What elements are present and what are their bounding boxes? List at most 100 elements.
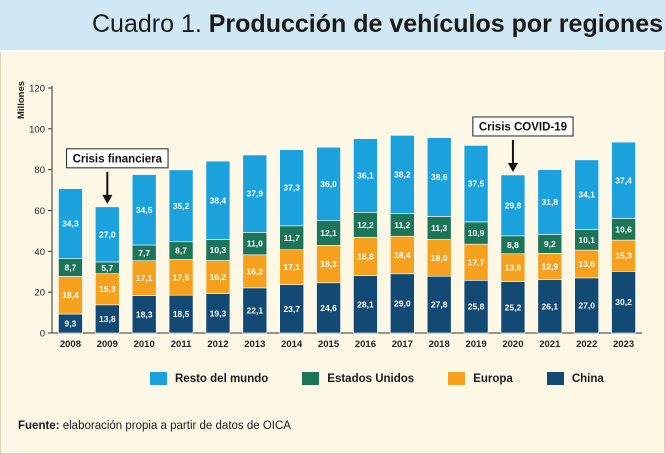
x-tick-label: 2014 xyxy=(281,339,303,350)
bar-segment-china xyxy=(205,293,231,334)
bar-segment-resto xyxy=(168,169,194,243)
bar-segment-resto xyxy=(500,174,526,237)
segment-value-label: 23,7 xyxy=(283,304,300,314)
annotation-box xyxy=(472,116,574,137)
x-tick-label: 2010 xyxy=(134,339,155,350)
segment-value-label: 18,3 xyxy=(320,259,337,269)
bar-segment-china xyxy=(242,287,268,334)
x-tick-label: 2017 xyxy=(392,339,413,350)
legend-swatch-china xyxy=(546,372,564,385)
segment-value-label: 36,0 xyxy=(320,179,337,189)
bar-segment-europa xyxy=(353,236,378,276)
segment-value-label: 29,0 xyxy=(394,298,411,308)
annotation-arrow-head xyxy=(102,194,113,204)
bar-segment-china xyxy=(95,304,120,334)
bar-segment-resto xyxy=(242,154,268,233)
segment-value-label: 7,7 xyxy=(138,248,150,258)
segment-value-label: 9,3 xyxy=(65,319,77,329)
bar-segment-resto xyxy=(353,138,378,213)
segment-value-label: 18,0 xyxy=(431,253,448,263)
legend-label: Estados Unidos xyxy=(327,372,415,385)
bar-segment-europa xyxy=(168,259,194,296)
bar-segment-europa xyxy=(500,253,526,282)
bar-segment-resto xyxy=(205,160,231,240)
segment-value-label: 26,1 xyxy=(542,301,559,311)
legend-item: Resto del mundo xyxy=(150,372,268,385)
segment-value-label: 12,1 xyxy=(320,228,337,238)
segment-value-label: 27,8 xyxy=(431,300,448,310)
segment-value-label: 34,5 xyxy=(136,205,153,215)
bar-segment-europa xyxy=(574,249,599,279)
x-tick-label: 2009 xyxy=(97,339,118,350)
segment-value-label: 10,9 xyxy=(468,228,485,238)
bar-segment-china xyxy=(611,271,636,334)
segment-value-label: 8,8 xyxy=(507,240,519,250)
segment-value-label: 37,3 xyxy=(283,183,300,193)
bar-segment-china xyxy=(537,279,563,334)
annotation-callout: Crisis COVID-19 xyxy=(472,116,574,172)
segment-value-label: 9,2 xyxy=(544,239,556,249)
bar-segment-china xyxy=(353,275,378,334)
segment-value-label: 27,0 xyxy=(578,300,595,310)
segment-value-label: 37,5 xyxy=(468,179,485,189)
legend-swatch-eeuu xyxy=(302,372,320,385)
segment-value-label: 12,9 xyxy=(542,262,559,272)
x-tick-label: 2019 xyxy=(465,339,486,350)
segment-value-label: 36,1 xyxy=(357,170,374,180)
page-title: Cuadro 1. Producción de vehículos por re… xyxy=(92,8,663,40)
title-prefix: Cuadro 1. xyxy=(92,10,202,38)
segment-value-label: 15,3 xyxy=(615,251,632,261)
segment-value-label: 17,5 xyxy=(173,272,190,282)
segment-value-label: 31,8 xyxy=(542,197,559,207)
y-tick-label: 40 xyxy=(34,247,45,258)
bar-segment-resto xyxy=(279,149,304,227)
y-tick-label: 100 xyxy=(29,124,45,135)
bar-segment-resto xyxy=(95,206,120,263)
segment-value-label: 17,7 xyxy=(468,257,485,267)
source-text: elaboración propia a partir de datos de … xyxy=(62,420,291,432)
segment-value-label: 27,0 xyxy=(99,229,116,239)
bar-segment-resto xyxy=(537,169,563,235)
segment-value-label: 13,8 xyxy=(99,314,116,324)
segment-value-label: 18,4 xyxy=(62,290,79,300)
segment-value-label: 11,0 xyxy=(247,239,263,249)
segment-value-label: 34,1 xyxy=(578,190,595,200)
bar-segment-china xyxy=(500,281,526,334)
segment-value-label: 35,2 xyxy=(173,201,190,211)
annotation-box xyxy=(66,148,169,169)
legend: Resto del mundo Estados Unidos Europa Ch… xyxy=(150,372,604,385)
segment-value-label: 37,4 xyxy=(615,175,632,185)
segment-labels: 9,3 18,4 8,7 34,3 13,8 15,3 5,7 27,0 18,3 17,1 7,7… xyxy=(62,169,632,328)
annotation-label: Crisis COVID-19 xyxy=(479,121,567,133)
x-tick-label: 2018 xyxy=(429,339,450,350)
segment-value-label: 15,3 xyxy=(99,284,116,294)
source-label: Fuente: xyxy=(18,420,60,432)
bar-segment-china xyxy=(426,275,452,334)
segment-value-label: 37,9 xyxy=(247,189,264,199)
title-main: Producción de vehículos por regiones xyxy=(208,10,664,38)
x-tick-label: 2008 xyxy=(60,339,81,350)
segment-value-label: 38,2 xyxy=(394,169,411,179)
legend-item: China xyxy=(546,372,604,385)
title-bar: Cuadro 1. Producción de vehículos por re… xyxy=(0,0,665,52)
bar-segment-resto xyxy=(463,145,489,223)
bar-segment-europa xyxy=(537,253,563,281)
segment-value-label: 12,2 xyxy=(357,220,374,230)
segment-value-label: 18,4 xyxy=(394,250,411,260)
bar-segment-resto xyxy=(58,188,83,259)
annotation-callout: Crisis financiera xyxy=(66,148,169,204)
segment-value-label: 13,6 xyxy=(578,259,595,269)
segment-value-label: 25,2 xyxy=(505,302,522,312)
bar-segment-china xyxy=(390,273,415,334)
bar-segment-resto xyxy=(611,141,636,219)
y-tick-label: 0 xyxy=(40,329,45,340)
segment-value-label: 29,8 xyxy=(505,200,522,210)
x-tick-label: 2021 xyxy=(539,339,561,350)
y-tick-label: 60 xyxy=(34,206,45,217)
legend-item: Europa xyxy=(448,372,513,385)
segment-value-label: 28,1 xyxy=(357,299,374,309)
segment-value-label: 38,6 xyxy=(431,172,448,182)
legend-label: Resto del mundo xyxy=(175,372,269,385)
segment-value-label: 18,3 xyxy=(136,309,153,319)
